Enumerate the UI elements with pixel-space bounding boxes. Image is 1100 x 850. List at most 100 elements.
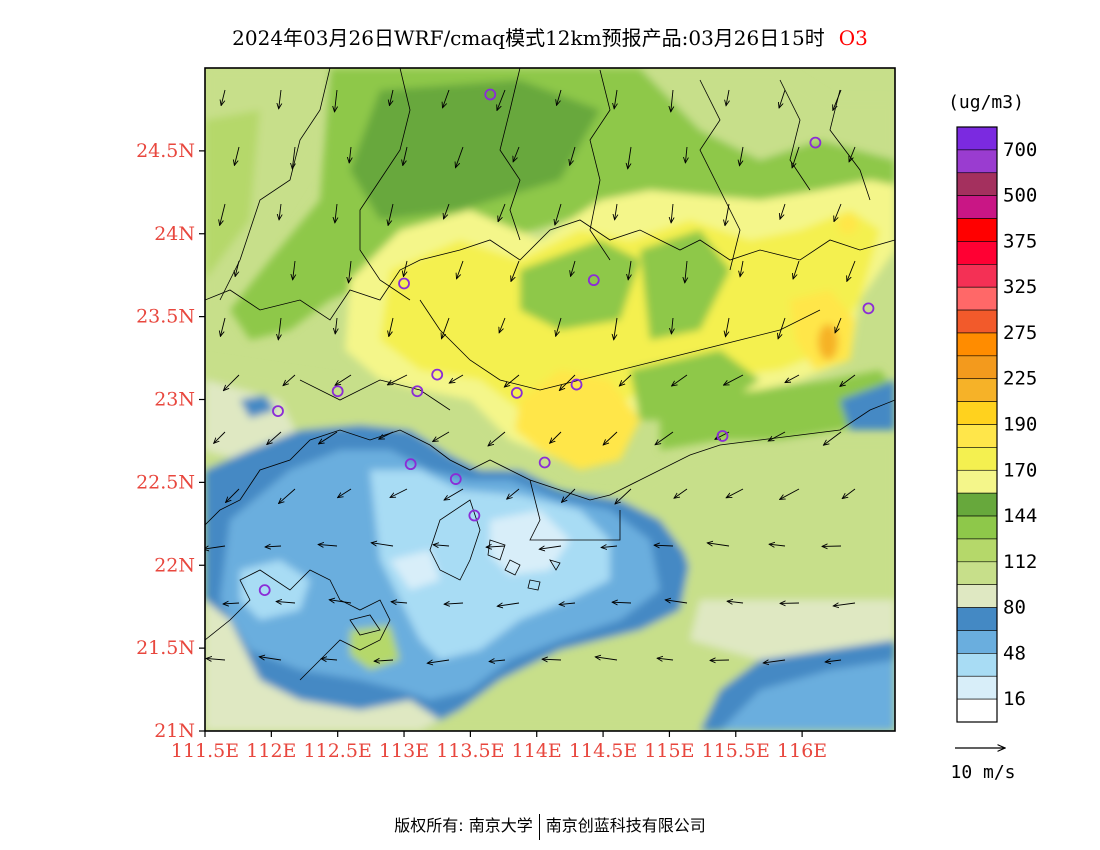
wind-arrow (444, 203, 450, 219)
wind-arrow (497, 603, 520, 606)
wind-arrow (443, 89, 450, 108)
wind-arrow (654, 545, 674, 546)
wind-arrow (388, 203, 394, 225)
wind-arrow (214, 431, 226, 443)
y-tick-label: 23.5N (136, 306, 195, 328)
y-tick-label: 22.5N (136, 471, 195, 493)
colorbar-label: 144 (1003, 505, 1037, 527)
wind-arrow (329, 600, 352, 604)
colorbar-frame (956, 126, 998, 723)
x-tick-label: 115.5E (702, 740, 770, 762)
wind-arrow (840, 374, 856, 386)
ozone-concentration-field (205, 68, 895, 731)
wind-arrow (792, 146, 800, 168)
colorbar-label: 48 (1003, 642, 1026, 664)
wind-arrow (497, 89, 506, 110)
colorbar-swatch (956, 469, 998, 494)
wind-arrow (561, 488, 576, 502)
wind-arrow (833, 603, 856, 606)
wind-arrow (259, 657, 282, 661)
wind-arrow (335, 203, 337, 223)
y-axis: 21N 21.5N 22N 22.5N 23N 23.5N 24N 24.5N (136, 140, 205, 742)
map-area (205, 68, 895, 731)
wind-arrow (403, 146, 408, 166)
wind-arrow (671, 89, 673, 112)
wind-arrow (835, 317, 842, 333)
colorbar-label: 170 (1003, 459, 1037, 481)
wind-arrow (349, 146, 351, 163)
wind-arrow (235, 260, 240, 277)
wind-arrow (559, 603, 576, 605)
wind-arrow (674, 488, 688, 498)
colorbar-swatch (956, 447, 998, 471)
wind-arrow (488, 431, 506, 446)
colorbar-swatch (956, 424, 998, 448)
y-tick-label: 24.5N (136, 140, 195, 162)
x-tick-label: 113.5E (436, 740, 504, 762)
wind-arrow (557, 89, 562, 105)
wind-arrow (234, 146, 240, 165)
colorbar-labels: 700 500 375 325 275 225 190 170 144 112 80 48 16 (1003, 139, 1037, 710)
colorbar-swatch (956, 515, 998, 540)
wind-arrow (318, 544, 338, 546)
colorbar-swatch (956, 607, 998, 631)
wind-arrow (539, 546, 562, 549)
wind-scale-label: 10 m/s (950, 762, 1015, 783)
wind-arrow (726, 488, 744, 498)
wind-arrow (834, 203, 842, 222)
wind-arrow (665, 600, 688, 603)
colorbar-label: 16 (1003, 688, 1026, 710)
station-marker (468, 509, 481, 522)
colorbar-label: 325 (1003, 276, 1037, 298)
wind-arrow (444, 488, 464, 500)
y-tick-label: 24N (154, 223, 195, 245)
wind-arrow (489, 660, 506, 662)
colorbar-swatch (956, 584, 998, 608)
wind-arrow (550, 431, 562, 443)
wind-arrow (780, 203, 786, 219)
wind-arrow (205, 546, 226, 549)
colorbar-swatch (956, 309, 998, 334)
wind-arrow (283, 374, 296, 386)
wind-arrow (657, 658, 674, 660)
wind-arrow (389, 317, 394, 337)
wind-arrow (265, 546, 282, 547)
colorbar-swatch (956, 172, 998, 196)
colorbar-swatch (956, 561, 998, 585)
x-tick-label: 112E (246, 740, 296, 762)
chart-title: 2024年03月26日WRF/cmaq模式12km预报产品:03月26日15时 O… (0, 22, 1100, 51)
wind-arrow (223, 603, 240, 604)
footer-separator (538, 813, 540, 840)
station-marker (538, 456, 551, 469)
colorbar-swatch (956, 492, 998, 517)
station-marker (449, 473, 462, 485)
y-tick-label: 22N (154, 554, 195, 576)
y-tick-label: 21.5N (136, 637, 195, 659)
colorbar-swatch (956, 401, 998, 425)
station-marker (411, 385, 424, 398)
wind-arrow (825, 660, 842, 662)
wind-arrow (740, 260, 743, 277)
x-tick-label: 114E (512, 740, 562, 762)
colorbar-label: 375 (1003, 230, 1037, 252)
station-marker (716, 430, 729, 442)
footer-left: 版权所有: 南京大学 (394, 816, 533, 835)
wind-arrow (389, 89, 393, 106)
wind-arrow (221, 89, 226, 106)
colorbar (956, 126, 998, 723)
wind-arrow (279, 203, 281, 220)
wind-arrow (768, 431, 786, 441)
wind-arrow (349, 260, 351, 283)
wind-arrow (763, 660, 786, 663)
wind-arrow (671, 203, 673, 223)
colorbar-swatch (956, 630, 998, 654)
wind-arrow (601, 546, 618, 548)
colorbar-unit: (ug/m3) (948, 92, 1024, 113)
wind-arrow (739, 146, 744, 166)
wind-arrow (267, 431, 282, 445)
wind-arrow (779, 89, 786, 108)
colorbar-swatch (956, 286, 998, 311)
wind-arrow (685, 260, 687, 283)
wind-arrow (433, 545, 450, 546)
wind-arrow (319, 431, 338, 444)
